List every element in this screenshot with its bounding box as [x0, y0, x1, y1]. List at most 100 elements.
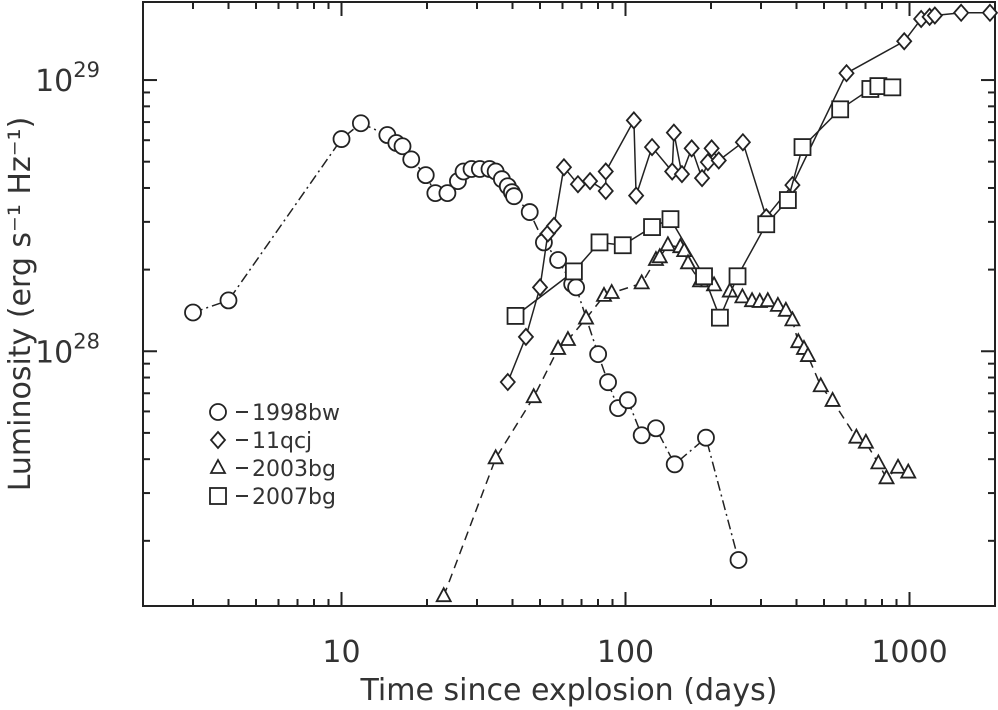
marker: [625, 111, 643, 130]
marker: [869, 453, 887, 470]
series-line: [515, 85, 893, 320]
marker: [219, 291, 238, 310]
marker: [332, 130, 351, 148]
marker: [209, 487, 227, 505]
marker: [857, 432, 875, 449]
marker: [783, 310, 801, 327]
marker: [793, 138, 812, 156]
marker: [643, 137, 661, 157]
marker: [545, 216, 563, 236]
marker: [209, 430, 227, 450]
marker: [703, 138, 720, 158]
series-line: [442, 244, 909, 597]
marker: [393, 137, 412, 156]
marker: [435, 586, 453, 603]
y-tick-label: 1028: [35, 329, 100, 370]
marker: [883, 78, 902, 97]
marker: [665, 455, 684, 474]
marker: [559, 330, 577, 346]
marker: [209, 403, 227, 421]
x-axis-label: Time since explosion (days): [360, 673, 778, 708]
marker: [665, 123, 683, 142]
marker: [627, 186, 645, 205]
marker: [824, 391, 842, 407]
marker: [517, 327, 535, 347]
x-tick-label: 10: [322, 635, 360, 670]
marker: [564, 262, 583, 281]
marker: [659, 235, 677, 252]
marker: [889, 457, 907, 474]
marker: [778, 191, 797, 209]
y-tick-label: 1029: [35, 58, 100, 99]
marker: [590, 233, 609, 252]
marker: [567, 278, 586, 297]
marker: [531, 278, 549, 297]
marker: [589, 345, 608, 364]
marker: [729, 551, 748, 569]
marker: [549, 251, 568, 269]
marker: [926, 6, 944, 25]
marker: [679, 253, 697, 270]
marker: [581, 171, 599, 191]
marker: [599, 373, 617, 392]
marker: [673, 164, 691, 184]
legend-label: 2003bg: [252, 457, 336, 482]
marker: [618, 391, 637, 410]
marker: [351, 114, 370, 133]
marker: [981, 3, 998, 23]
marker: [632, 426, 651, 445]
x-tick-label: 100: [597, 635, 654, 670]
marker: [438, 184, 457, 202]
marker: [683, 138, 700, 158]
marker: [577, 308, 595, 325]
marker: [647, 419, 665, 438]
marker: [613, 236, 632, 255]
marker: [549, 339, 567, 355]
y-axis-label: Luminosity (erg s⁻¹ Hz⁻¹): [3, 117, 38, 492]
marker: [633, 273, 651, 290]
marker: [777, 300, 795, 317]
marker: [757, 215, 776, 234]
marker: [643, 218, 661, 236]
marker: [838, 63, 855, 83]
marker: [693, 168, 711, 188]
y-tick-exponent: 29: [73, 58, 100, 82]
plot-frame: [142, 1, 996, 607]
marker: [831, 100, 850, 119]
legend-label: 1998bw: [252, 401, 340, 426]
marker: [661, 210, 680, 229]
marker: [597, 162, 614, 181]
marker: [899, 462, 917, 479]
marker: [505, 187, 523, 206]
marker: [209, 458, 227, 474]
y-tick-base: 10: [35, 335, 73, 370]
marker: [487, 448, 505, 465]
x-tick-label: 1000: [871, 635, 947, 670]
marker: [769, 295, 787, 312]
marker: [878, 468, 896, 485]
y-tick-base: 10: [35, 64, 73, 99]
marker: [728, 267, 747, 286]
marker: [695, 267, 713, 286]
marker: [525, 387, 543, 404]
marker: [184, 303, 202, 322]
marker: [555, 157, 573, 177]
marker: [697, 428, 715, 447]
marker: [603, 283, 621, 299]
marker: [499, 372, 516, 392]
marker: [759, 291, 777, 308]
marker: [520, 203, 539, 221]
legend-label: 2007bg: [252, 485, 336, 510]
marker: [416, 166, 435, 185]
marker: [711, 308, 729, 327]
marker: [734, 132, 752, 152]
marker: [799, 346, 817, 362]
marker: [733, 287, 751, 304]
marker: [402, 150, 421, 169]
marker: [896, 31, 913, 51]
marker: [952, 3, 970, 23]
legend-label: 11qcj: [252, 429, 312, 454]
marker: [812, 376, 830, 393]
marker: [710, 151, 727, 170]
